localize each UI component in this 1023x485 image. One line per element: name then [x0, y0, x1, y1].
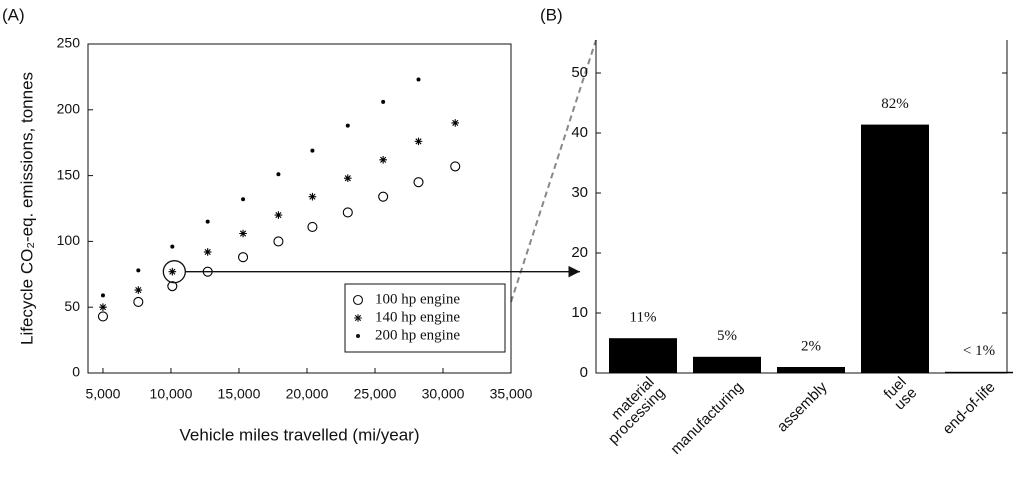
x-tick-label: 35,000	[490, 386, 533, 402]
legend: 100 hp engine 140 hp engine 200 hp engine	[344, 283, 506, 353]
y-tick-label: 200	[57, 101, 81, 117]
y-tick-label: 150	[57, 166, 81, 182]
point	[239, 229, 247, 238]
y-tick-label: 20	[571, 244, 588, 261]
y-tick-label: 50	[64, 298, 80, 314]
point	[167, 281, 178, 292]
x-tick-label: 10,000	[150, 386, 193, 402]
bar-annotation: < 1%	[963, 343, 995, 359]
x-tick-label: 30,000	[422, 386, 465, 402]
bar	[609, 338, 677, 373]
panel-label: (A)	[2, 5, 25, 24]
y-tick-label: 0	[580, 364, 588, 381]
y-tick-label: 0	[72, 364, 80, 380]
x-tick-label: 15,000	[218, 386, 261, 402]
axes	[595, 40, 1008, 374]
x-tick-label: assembly	[774, 378, 831, 435]
y-tick-label: 50	[571, 64, 588, 81]
legend-box	[344, 283, 506, 353]
bar-annotation: 82%	[881, 96, 909, 112]
point	[99, 303, 107, 311]
point	[133, 296, 144, 307]
legend-label: 200 hp engine	[375, 327, 460, 343]
y-tick-label: 10	[571, 304, 588, 321]
point	[134, 286, 143, 294]
bar	[777, 367, 845, 373]
panel-label: (B)	[540, 5, 563, 24]
point	[170, 244, 175, 249]
y-axis-label: Lifecycle CO₂-eq. emissions, tonnes	[17, 72, 36, 345]
bar	[945, 371, 1013, 374]
point	[379, 156, 387, 164]
x-tick-label: fueluse	[881, 374, 921, 414]
point	[136, 268, 141, 273]
bar-annotation: 2%	[801, 338, 821, 354]
zoom-line	[510, 39, 597, 303]
legend-marker	[354, 314, 362, 322]
point	[381, 99, 386, 104]
x-tick-label: 25,000	[354, 386, 397, 402]
bar-annotation: 11%	[630, 310, 657, 326]
x-axis-label: Vehicle miles travelled (mi/year)	[180, 425, 420, 444]
plot-frame	[87, 43, 512, 374]
legend-marker	[356, 334, 360, 338]
point	[342, 207, 353, 218]
point	[168, 267, 177, 276]
point	[343, 174, 352, 183]
point	[241, 197, 246, 202]
y-tick-label: 30	[571, 184, 588, 201]
point	[345, 123, 350, 128]
legend-label: 140 hp engine	[375, 309, 460, 325]
x-tick-label: 5,000	[85, 386, 120, 402]
point	[310, 148, 315, 153]
point	[307, 221, 318, 232]
legend-label: 100 hp engine	[375, 291, 460, 307]
bar	[861, 124, 929, 373]
x-tick-label: materialprocessing	[594, 374, 668, 448]
point	[276, 172, 281, 177]
legend-marker	[352, 294, 364, 306]
y-tick-label: 100	[57, 232, 81, 248]
x-tick-label: manufacturing	[667, 379, 746, 458]
point	[273, 236, 284, 247]
point	[203, 248, 212, 256]
point	[378, 191, 389, 202]
point	[238, 252, 249, 263]
x-tick-label: 20,000	[286, 386, 329, 402]
point	[308, 192, 317, 201]
bar-annotation: 5%	[717, 328, 737, 344]
y-tick-label: 40	[571, 124, 588, 141]
bar	[693, 356, 761, 373]
point	[416, 77, 421, 82]
point	[413, 177, 424, 188]
point	[274, 211, 283, 219]
point	[451, 119, 460, 127]
point	[450, 161, 461, 172]
y-tick-label: 250	[57, 35, 81, 51]
point	[414, 137, 423, 146]
x-tick-label: end-of-life	[939, 379, 998, 438]
point	[205, 219, 210, 224]
point	[97, 311, 109, 322]
point	[100, 293, 105, 298]
